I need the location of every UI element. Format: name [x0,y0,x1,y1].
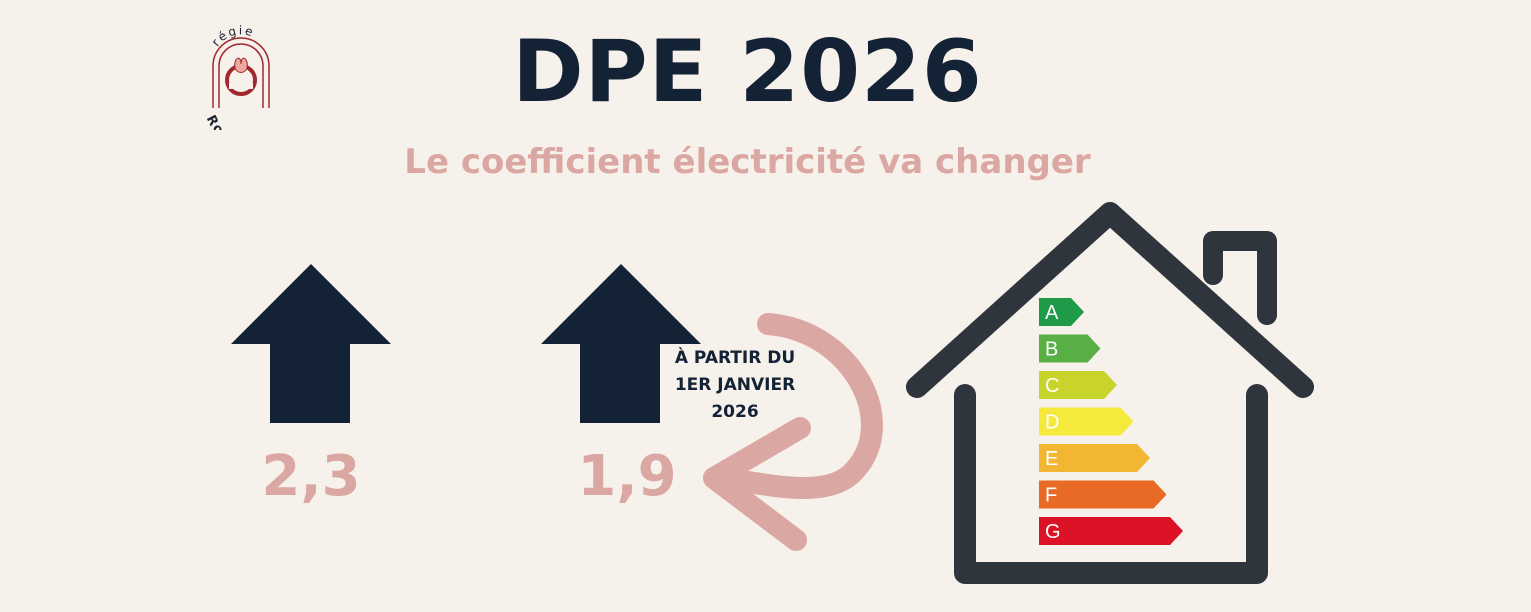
energy-rating-a: A [1039,298,1084,326]
effective-date-note: À PARTIR DU 1ER JANVIER 2026 [660,345,810,426]
new-coefficient-value: 1,9 [577,444,677,509]
energy-rating-e: E [1039,444,1150,472]
energy-rating-bar [1039,444,1150,472]
energy-rating-letter: A [1045,302,1059,324]
page-subtitle: Le coefficient électricité va changer [404,142,1091,182]
energy-rating-bar [1039,480,1167,509]
energy-rating-d: D [1039,407,1134,436]
up-arrow-icon-current [230,262,392,428]
energy-rating-b: B [1039,334,1101,363]
energy-rating-letter: G [1045,521,1061,543]
energy-rating-bar [1039,407,1134,436]
note-line-3: 2026 [711,402,759,422]
energy-rating-bar [1039,371,1117,399]
current-coefficient-value: 2,3 [261,444,361,509]
page-title: DPE 2026 [512,22,983,122]
energy-rating-c: C [1039,371,1117,399]
energy-rating-f: F [1039,480,1167,509]
energy-rating-letter: E [1045,448,1058,470]
energy-rating-letter: B [1045,339,1058,361]
energy-rating-letter: D [1045,412,1059,434]
up-arrow-icon-new [540,262,702,428]
note-line-1: À PARTIR DU [674,348,796,368]
energy-rating-g: G [1039,517,1183,545]
curved-arrow-icon [700,310,900,564]
energy-rating-letter: C [1045,375,1059,397]
energy-rating-bar [1039,298,1084,326]
energy-rating-bar [1039,517,1183,545]
note-line-2: 1ER JANVIER [674,375,796,395]
energy-rating-letter: F [1045,485,1057,507]
energy-rating-bar [1039,334,1101,363]
